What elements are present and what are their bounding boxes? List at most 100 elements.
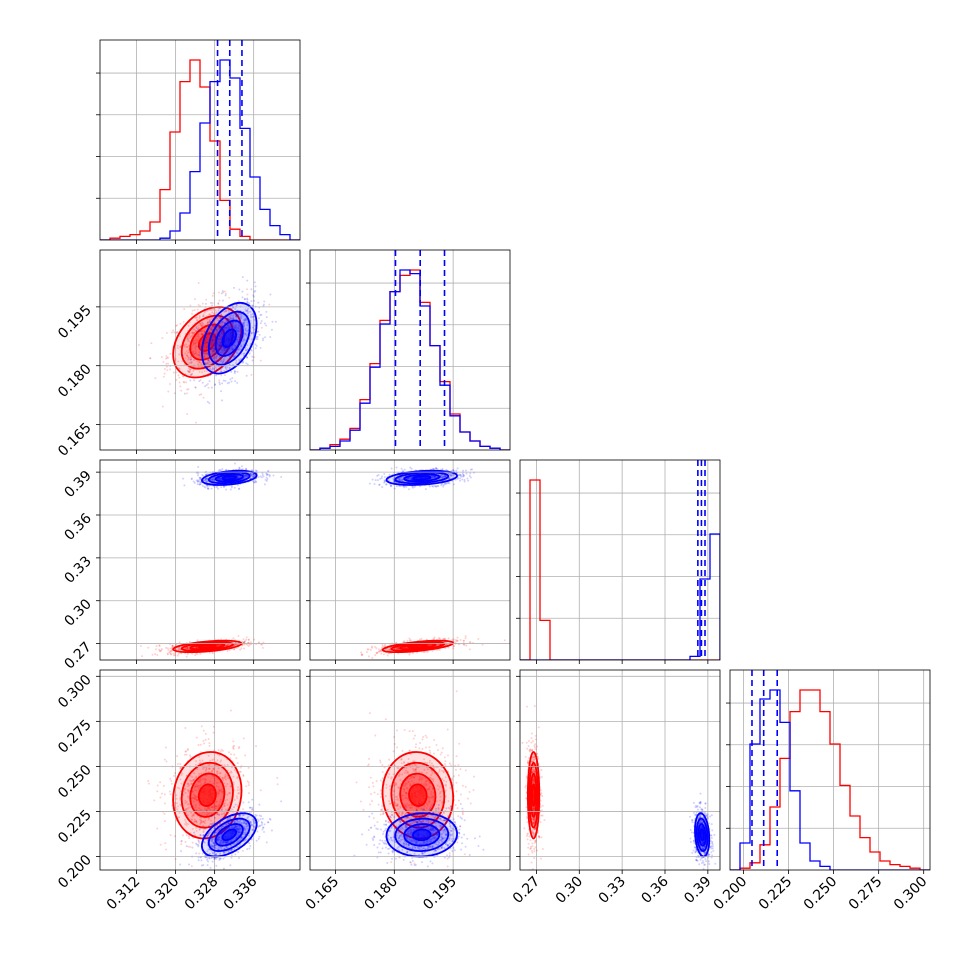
sample-point [219,341,222,344]
sample-point [464,637,467,640]
sample-point [409,466,412,469]
sample-point [237,336,240,339]
sample-point [217,338,220,341]
sample-point [236,330,239,333]
sample-point [435,467,438,470]
sample-point [201,381,204,384]
sample-point [215,328,218,331]
sample-point [215,355,218,358]
sample-point [228,316,231,319]
sample-point [243,474,246,477]
sample-point [170,650,173,653]
sample-point [198,483,201,486]
sample-point [260,476,263,479]
sample-point [169,650,172,653]
sample-point [213,478,216,481]
sample-point [208,367,211,370]
sample-point [253,324,256,327]
sample-point [269,293,272,296]
sample-point [195,646,198,649]
sample-point [268,474,271,477]
sample-point [238,335,241,338]
sample-point [243,640,246,643]
sample-point [267,473,270,476]
sample-point [238,333,241,336]
sample-point [244,349,247,352]
sample-point [209,320,212,323]
sample-point [230,346,233,349]
sample-point [235,314,238,317]
sample-point [240,344,243,347]
sample-point [224,347,227,350]
sample-point [227,325,230,328]
sample-point [241,339,244,342]
sample-point [177,648,180,651]
sample-point [202,355,205,358]
sample-point [245,636,248,639]
sample-point [194,346,197,349]
sample-point [192,480,195,483]
sample-point [235,757,238,760]
sample-point [246,309,249,312]
sample-point [236,352,239,355]
sample-point [187,370,190,373]
sample-point [251,338,254,341]
sample-point [165,357,168,360]
sample-point [217,487,220,490]
sample-point [226,366,229,369]
sample-point [396,647,399,650]
sample-point [165,365,168,368]
sample-point [193,331,196,334]
sample-point [208,361,211,364]
sample-point [174,772,177,775]
sample-point [197,365,200,368]
sample-point [226,348,229,351]
sample-point [230,486,233,489]
sample-point [202,351,205,354]
sample-point [252,473,255,476]
sample-point [422,651,425,654]
sample-point [208,319,211,322]
sample-point [228,648,231,651]
sample-point [196,341,199,344]
sample-point [226,324,229,327]
sample-point [225,468,228,471]
sample-point [243,474,246,477]
sample-point [453,645,456,648]
sample-point [242,324,245,327]
sample-point [259,789,262,792]
sample-point [219,327,222,330]
sample-point [182,375,185,378]
sample-point [186,646,189,649]
contour-line [214,473,244,483]
sample-point [234,355,237,358]
sample-point [245,362,248,365]
sample-point [220,367,223,370]
sample-point [214,370,217,373]
sample-point [196,330,199,333]
sample-point [192,350,195,353]
sample-point [172,654,175,657]
sample-point [216,644,219,647]
sample-point [230,753,233,756]
sample-point [208,651,211,654]
sample-point [207,321,210,324]
sample-point [218,355,221,358]
sample-point [241,468,244,471]
sample-point [192,344,195,347]
sample-point [230,317,233,320]
sample-point [230,314,233,317]
sample-point [219,321,222,324]
sample-point [185,646,188,649]
sample-point [249,315,252,318]
sample-point [210,328,213,331]
sample-point [198,483,201,486]
sample-point [383,643,386,646]
sample-point [248,352,251,355]
sample-point [212,325,215,328]
sample-point [383,644,386,647]
sample-point [241,276,244,279]
sample-point [210,328,213,331]
sample-point [219,478,222,481]
sample-point [239,358,242,361]
